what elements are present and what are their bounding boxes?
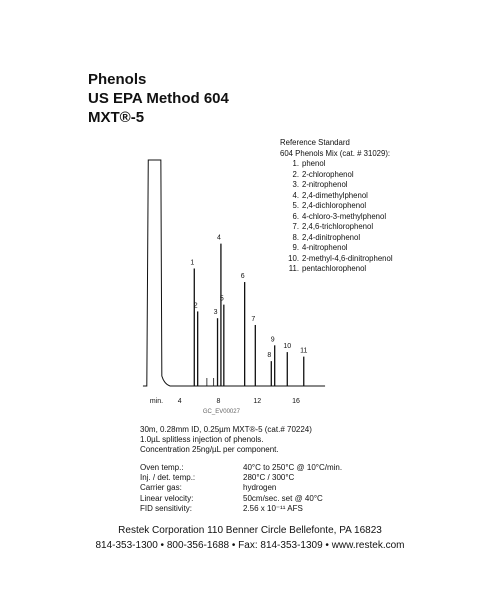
peak-label-11: 11 [300, 348, 307, 355]
condition-value: 2.56 x 10⁻¹¹ AFS [243, 503, 303, 513]
compound-item: 10. 2-methyl-4,6-dinitrophenol [280, 253, 393, 265]
compound-item: 2. 2-chlorophenol [280, 170, 393, 181]
peak-label-6: 6 [241, 273, 245, 280]
compound-item: 9. 4-nitrophenol [280, 243, 393, 254]
page-title: Phenols [88, 71, 147, 88]
footer-address: Restek Corporation 110 Benner Circle Bel… [118, 525, 382, 536]
condition-label: Linear velocity: [140, 493, 194, 503]
condition-label: Inj. / det. temp.: [140, 473, 196, 483]
condition-row: Oven temp.: 40°C to 250°C @ 10°C/min. [140, 463, 342, 473]
method-title: US EPA Method 604 [88, 90, 229, 107]
peak-label-3: 3 [214, 309, 218, 316]
injection-line: 1.0µL splitless injection of phenols. [140, 435, 264, 444]
compound-number: 5. [292, 201, 299, 210]
column-line: 30m, 0.28mm ID, 0.25µm MXT®-5 (cat.# 702… [140, 425, 312, 434]
peak-label-7: 7 [251, 316, 255, 323]
peak-label-5: 5 [220, 296, 224, 303]
compound-name: 4-nitrophenol [302, 243, 348, 252]
peak-label-8: 8 [267, 352, 271, 359]
compound-number: 2. [292, 169, 299, 179]
condition-label: FID sensitivity: [140, 503, 193, 513]
compound-item: 6. 4-chloro-3-methylphenol [280, 212, 393, 223]
x-axis-label: min. [150, 398, 163, 405]
reference-heading: Reference Standard [280, 138, 350, 147]
peak-label-2: 2 [194, 302, 198, 309]
peak-label-4: 4 [217, 235, 221, 242]
compound-name: 4-chloro-3-methylphenol [302, 211, 387, 221]
column-title: MXT®-5 [88, 109, 145, 126]
compound-number: 11. [288, 264, 299, 273]
x-tick-label: 16 [292, 398, 300, 405]
compound-name: 2,4-dimethylphenol [302, 190, 368, 200]
compound-name: 2,4-dichlorophenol [302, 201, 367, 210]
condition-label: Oven temp.: [140, 463, 184, 472]
condition-row: Linear velocity: 50cm/sec. set @ 40°C [140, 494, 342, 504]
concentration-line: Concentration 25ng/µL per component. [140, 445, 279, 454]
condition-label: Carrier gas: [140, 483, 182, 493]
compound-number: 6. [292, 211, 299, 221]
compound-name: phenol [302, 159, 326, 168]
compound-number: 7. [292, 222, 299, 231]
compound-name: 2-nitrophenol [302, 180, 348, 189]
condition-value: 50cm/sec. set @ 40°C [243, 493, 323, 503]
peak-label-10: 10 [283, 343, 291, 350]
compound-item: 1. phenol [280, 159, 393, 170]
compound-number: 8. [292, 232, 299, 242]
condition-row: Carrier gas: hydrogen [140, 483, 342, 493]
compound-item: 8. 2,4-dinitrophenol [280, 233, 393, 244]
peak-label-9: 9 [271, 336, 275, 343]
condition-value: hydrogen [243, 483, 277, 493]
condition-row: FID sensitivity: 2.56 x 10⁻¹¹ AFS [140, 504, 342, 514]
instrument-conditions: Oven temp.: 40°C to 250°C @ 10°C/min. Inj.… [140, 463, 342, 514]
condition-value: 40°C to 250°C @ 10°C/min. [243, 463, 343, 472]
compound-name: pentachlorophenol [302, 264, 367, 273]
baseline-trace [142, 159, 326, 387]
x-tick-label: 8 [217, 398, 221, 405]
figure-code: GC_EV00027 [203, 409, 241, 415]
footer-contact: 814-353-1300 • 800-356-1688 • Fax: 814-3… [95, 540, 405, 551]
compound-number: 4. [292, 190, 299, 200]
peak-label-1: 1 [190, 259, 194, 266]
reference-mix-heading: 604 Phenols Mix (cat. # 31029): [280, 148, 391, 158]
compound-item: 3. 2-nitrophenol [280, 180, 393, 191]
compound-number: 1. [292, 159, 299, 168]
compound-item: 4. 2,4-dimethylphenol [280, 191, 393, 202]
compound-name: 2,4,6-trichlorophenol [302, 222, 374, 231]
compound-item: 11. pentachlorophenol [280, 264, 393, 275]
x-tick-label: 4 [178, 398, 182, 405]
compound-number: 9. [292, 243, 299, 252]
compound-item: 7. 2,4,6-trichlorophenol [280, 222, 393, 233]
compound-number: 3. [292, 180, 299, 189]
compound-name: 2,4-dinitrophenol [302, 232, 361, 242]
compound-item: 5. 2,4-dichlorophenol [280, 201, 393, 212]
compound-name: 2-methyl-4,6-dinitrophenol [302, 253, 393, 263]
compound-name: 2-chlorophenol [302, 169, 354, 179]
compound-list: 1. phenol 2. 2-chlorophenol 3. 2-nitrophenol 4… [280, 159, 393, 275]
column-description: 30m, 0.28mm ID, 0.25µm MXT®-5 (cat.# 702… [140, 425, 312, 455]
condition-value: 280°C / 300°C [243, 473, 295, 483]
x-tick-label: 12 [253, 398, 261, 405]
compound-number: 10. [288, 253, 299, 263]
condition-row: Inj. / det. temp.: 280°C / 300°C [140, 473, 342, 483]
reference-standard: Reference Standard 604 Phenols Mix (cat.… [280, 138, 393, 275]
